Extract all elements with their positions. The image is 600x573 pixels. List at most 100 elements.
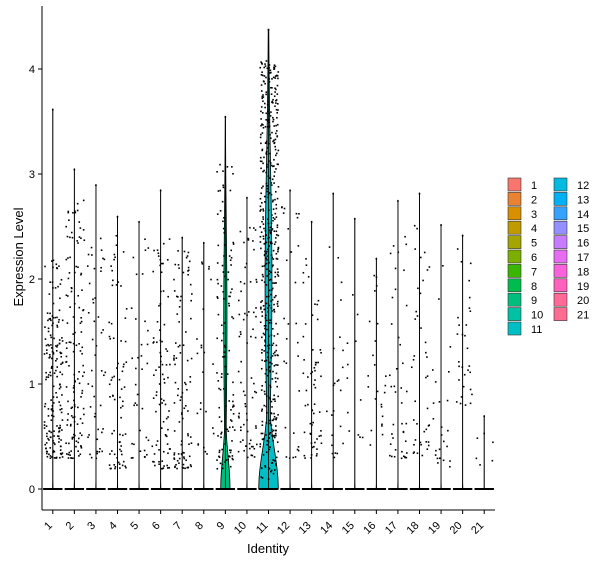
data-point	[270, 300, 272, 302]
data-point	[428, 445, 430, 447]
data-point	[367, 375, 369, 377]
data-point	[61, 279, 63, 281]
legend-label-7: 7	[531, 266, 537, 278]
data-point	[75, 266, 77, 268]
data-point	[59, 430, 61, 432]
data-point	[228, 303, 230, 305]
data-point	[113, 259, 115, 261]
data-point	[320, 430, 322, 432]
data-point	[304, 432, 306, 434]
data-point	[273, 353, 275, 355]
data-point	[261, 84, 263, 86]
data-point	[272, 288, 274, 290]
data-point	[122, 401, 124, 403]
data-point	[262, 424, 264, 426]
data-point	[240, 281, 242, 283]
data-point	[447, 400, 449, 402]
data-point	[144, 321, 146, 323]
data-point	[216, 171, 218, 173]
data-point	[277, 378, 279, 380]
data-point	[50, 320, 52, 322]
data-point	[310, 433, 312, 435]
data-point	[100, 238, 102, 240]
data-point	[111, 379, 113, 381]
data-point	[270, 182, 272, 184]
data-point	[53, 396, 55, 398]
data-point	[87, 265, 89, 267]
legend-swatch-15	[554, 221, 567, 234]
data-point	[304, 455, 306, 457]
data-point	[223, 298, 225, 300]
data-point	[276, 234, 278, 236]
data-point	[80, 418, 82, 420]
data-point	[50, 455, 52, 457]
data-point	[267, 352, 269, 354]
data-point	[376, 276, 378, 278]
data-point	[311, 442, 313, 444]
data-point	[62, 456, 64, 458]
data-point	[60, 439, 62, 441]
data-point	[458, 324, 460, 326]
data-point	[263, 238, 265, 240]
data-point	[66, 356, 68, 358]
data-point	[470, 403, 472, 405]
data-point	[374, 364, 376, 366]
data-point	[57, 286, 59, 288]
data-point	[262, 94, 264, 96]
data-point	[277, 305, 279, 307]
data-point	[239, 336, 241, 338]
legend-label-17: 17	[577, 252, 589, 264]
data-point	[223, 351, 225, 353]
data-point	[72, 333, 74, 335]
data-point	[260, 157, 262, 159]
data-point	[404, 457, 406, 459]
data-point	[66, 342, 68, 344]
data-point	[232, 426, 234, 428]
data-point	[83, 414, 85, 416]
legend-label-19: 19	[577, 281, 589, 293]
data-point	[79, 453, 81, 455]
data-point	[262, 186, 264, 188]
data-point	[266, 166, 268, 168]
data-point	[270, 69, 272, 71]
data-point	[71, 415, 73, 417]
data-point	[67, 401, 69, 403]
data-point	[112, 285, 114, 287]
legend-swatch-7	[508, 264, 521, 277]
data-point	[222, 221, 224, 223]
data-point	[311, 424, 313, 426]
data-point	[260, 111, 262, 113]
data-point	[274, 398, 276, 400]
data-point	[470, 263, 472, 265]
data-point	[479, 464, 481, 466]
data-point	[222, 265, 224, 267]
data-point	[263, 223, 265, 225]
data-point	[126, 361, 128, 363]
data-point	[148, 247, 150, 249]
data-point	[114, 256, 116, 258]
data-point	[442, 265, 444, 267]
data-point	[261, 311, 263, 313]
data-point	[246, 342, 248, 344]
legend-swatch-10	[508, 308, 521, 321]
data-point	[274, 437, 276, 439]
data-point	[91, 370, 93, 372]
data-point	[449, 466, 451, 468]
data-point	[50, 399, 52, 401]
data-point	[263, 127, 265, 129]
data-point	[464, 335, 466, 337]
data-point	[240, 426, 242, 428]
data-point	[275, 435, 277, 437]
data-point	[435, 450, 437, 452]
legend-swatch-16	[554, 236, 567, 249]
data-point	[298, 213, 300, 215]
data-point	[46, 425, 48, 427]
data-point	[66, 386, 68, 388]
data-point	[255, 392, 257, 394]
data-point	[48, 430, 50, 432]
data-point	[82, 375, 84, 377]
data-point	[161, 427, 163, 429]
data-point	[255, 337, 257, 339]
data-point	[59, 409, 61, 411]
data-point	[187, 270, 189, 272]
